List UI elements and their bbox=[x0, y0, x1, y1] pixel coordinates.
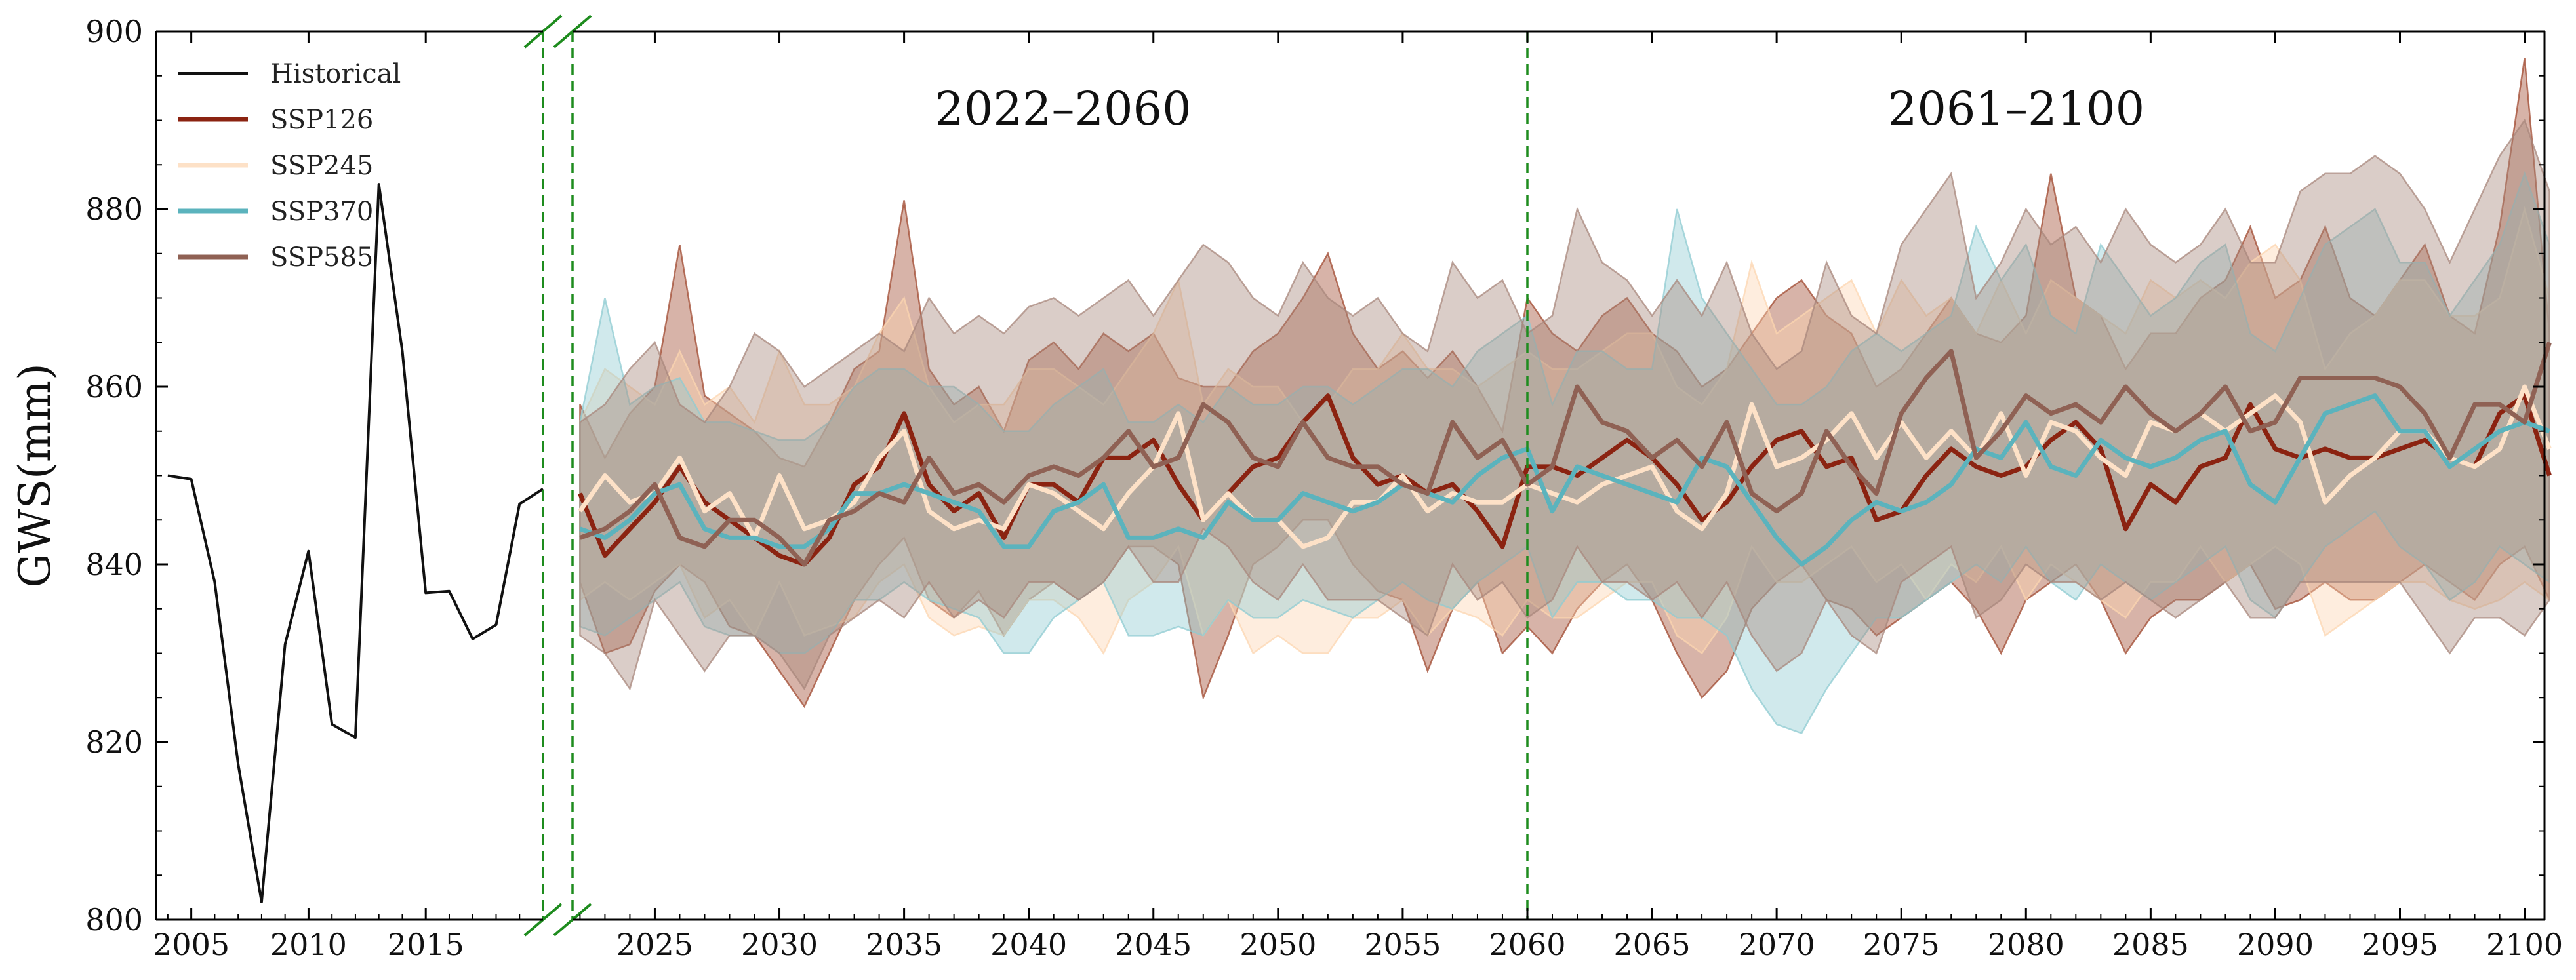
x-tick-label: 2025 bbox=[616, 927, 693, 962]
line-ssp585 bbox=[579, 342, 2552, 567]
y-tick-label: 820 bbox=[85, 724, 143, 760]
legend-label-ssp126: SSP126 bbox=[270, 105, 373, 135]
period-labels: 2022–2060 2061–2100 bbox=[935, 82, 2144, 136]
axes: 800 820 840 860 880 900 2005 2010 2015 2025 2030 20… bbox=[10, 14, 2563, 962]
legend-label-historical: Historical bbox=[270, 59, 401, 89]
x-tick-label: 2005 bbox=[153, 927, 230, 962]
x-tick-label: 2030 bbox=[741, 927, 818, 962]
x-tick-label: 2015 bbox=[388, 927, 464, 962]
legend-label-ssp585: SSP585 bbox=[270, 243, 373, 273]
y-axis-title: GWS(mm) bbox=[10, 363, 60, 587]
y-tick-label: 840 bbox=[85, 547, 143, 582]
y-tick-label: 800 bbox=[85, 902, 143, 937]
x-tick-label: 2035 bbox=[866, 927, 942, 962]
legend-label-ssp245: SSP245 bbox=[270, 151, 373, 181]
x-tick-label: 2070 bbox=[1739, 927, 1815, 962]
line-ssp245 bbox=[578, 384, 2552, 549]
legend-label-ssp370: SSP370 bbox=[270, 197, 373, 227]
x-tick-label: 2090 bbox=[2237, 927, 2314, 962]
x-tick-label: 2055 bbox=[1364, 927, 1441, 962]
period-label-2: 2061–2100 bbox=[1888, 82, 2144, 136]
line-ssp370 bbox=[579, 393, 2550, 567]
period-label-1: 2022–2060 bbox=[935, 82, 1191, 136]
x-tick-label: 2040 bbox=[990, 927, 1067, 962]
x-tick-label: 2080 bbox=[1988, 927, 2064, 962]
x-tick-label: 2010 bbox=[270, 927, 347, 962]
legend: Historical SSP126 SSP245 SSP370 SSP585 bbox=[178, 59, 401, 273]
x-tick-label: 2060 bbox=[1489, 927, 1565, 962]
line-historical bbox=[167, 183, 544, 903]
x-tick-label: 2100 bbox=[2486, 927, 2563, 962]
x-tick-label: 2050 bbox=[1239, 927, 1316, 962]
x-tick-label: 2075 bbox=[1863, 927, 1940, 962]
band-ssp585 bbox=[579, 118, 2550, 691]
y-tick-label: 900 bbox=[85, 14, 143, 49]
series-lines bbox=[167, 183, 2552, 903]
x-tick-label: 2085 bbox=[2112, 927, 2189, 962]
x-tick-label: 2065 bbox=[1614, 927, 1691, 962]
y-tick-label: 880 bbox=[85, 191, 143, 227]
x-tick-label: 2095 bbox=[2362, 927, 2438, 962]
x-tick-label: 2045 bbox=[1115, 927, 1192, 962]
y-tick-label: 860 bbox=[85, 369, 143, 404]
line-ssp126 bbox=[578, 393, 2552, 567]
